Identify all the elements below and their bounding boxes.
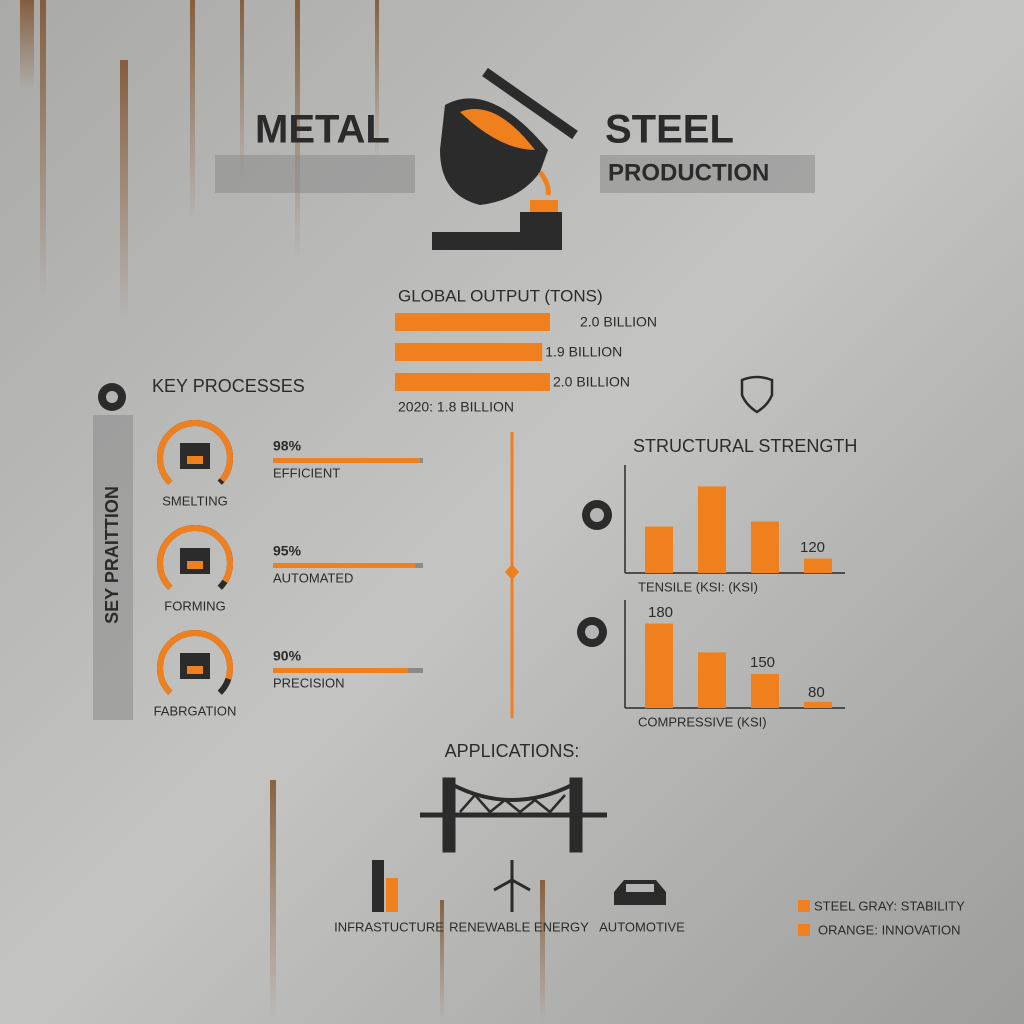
output-title: GLOBAL OUTPUT (TONS) xyxy=(398,286,603,305)
side-label: SEY PRAITTION xyxy=(102,486,122,624)
process-icon-accent xyxy=(187,666,203,674)
output-label: 2.0 BILLION xyxy=(553,374,630,390)
process-label: AUTOMATED xyxy=(273,570,353,585)
processes-title: KEY PROCESSES xyxy=(152,376,305,396)
divider-diamond xyxy=(505,564,519,580)
annotation: 80 xyxy=(808,684,825,701)
annotation: 120 xyxy=(800,539,825,556)
output-bar xyxy=(395,343,543,361)
process-label: EFFICIENT xyxy=(273,465,340,480)
side-band xyxy=(93,415,133,720)
progress-bar xyxy=(273,458,420,463)
title-right: STEEL xyxy=(605,108,734,152)
process-label: PRECISION xyxy=(273,675,345,690)
legend-label: STEEL GRAY: STABILITY xyxy=(814,898,965,913)
legend-swatch xyxy=(798,924,810,936)
application-label: AUTOMOTIVE xyxy=(599,919,685,934)
processes: SMELTING 98% EFFICIENT FORMING 95% AUTOMATED F… xyxy=(154,420,423,718)
subtitle-band xyxy=(600,155,815,193)
gauge-value xyxy=(157,420,233,485)
legend: STEEL GRAY: STABILITY ORANGE: INNOVATION xyxy=(798,898,965,937)
rust-streaks xyxy=(20,0,545,1020)
strength-title: STRUCTURAL STRENGTH xyxy=(633,436,857,456)
process-icon-accent xyxy=(187,456,203,464)
strength-charts: 120 TENSILE (KSI: (KSI) 180 150 80 COMPRESSIV… xyxy=(624,465,845,729)
strength-bar xyxy=(751,674,779,708)
process-icon-accent xyxy=(187,561,203,569)
x-axis-label: COMPRESSIVE (KSI) xyxy=(638,714,767,729)
process-percent: 95% xyxy=(273,543,302,559)
progress-bar xyxy=(273,563,416,568)
applications: INFRASTUCTURE RENEWABLE ENERGY AUTOMOTIVE xyxy=(334,919,685,934)
tensile-icon xyxy=(582,500,612,530)
strength-bar xyxy=(698,652,726,708)
output-chart: 2.0 BILLION 1.9 BILLION 2.0 BILLION xyxy=(395,313,657,391)
process-percent: 90% xyxy=(273,648,302,664)
gear-icon xyxy=(98,383,126,411)
legend-label: ORANGE: INNOVATION xyxy=(818,922,961,937)
bridge-icon xyxy=(420,777,607,853)
gauge-value xyxy=(157,525,233,590)
shield-icon xyxy=(740,375,774,414)
process-name: FORMING xyxy=(164,598,225,613)
progress-bar xyxy=(273,668,408,673)
annotation: 180 xyxy=(648,604,673,621)
output-note: 2020: 1.8 BILLION xyxy=(398,399,514,415)
gauge-value xyxy=(157,630,233,695)
output-label: 1.9 BILLION xyxy=(545,344,622,360)
turbine-icon xyxy=(493,860,531,912)
application-label: INFRASTUCTURE xyxy=(334,919,444,934)
applications-title: APPLICATIONS: xyxy=(445,741,580,761)
strength-bar xyxy=(804,701,832,708)
building-icon xyxy=(372,860,398,912)
process-percent: 98% xyxy=(273,438,302,454)
strength-bar xyxy=(645,623,673,708)
crucible-icon xyxy=(432,67,578,250)
application-label: RENEWABLE ENERGY xyxy=(449,919,589,934)
process-name: FABRGATION xyxy=(154,703,237,718)
process-name: SMELTING xyxy=(162,493,228,508)
strength-bar xyxy=(751,521,779,573)
subtitle: PRODUCTION xyxy=(608,159,769,186)
x-axis-label: TENSILE (KSI: (KSI) xyxy=(638,579,758,594)
output-bar xyxy=(395,313,550,331)
strength-bar xyxy=(804,558,832,573)
strength-bar xyxy=(645,526,673,573)
output-bar xyxy=(395,373,550,391)
car-icon xyxy=(614,880,666,905)
title-band xyxy=(215,155,415,193)
compressive-icon xyxy=(577,617,607,647)
output-label: 2.0 BILLION xyxy=(580,314,657,330)
annotation: 150 xyxy=(750,654,775,671)
title-left: METAL xyxy=(255,108,390,152)
strength-bar xyxy=(698,486,726,573)
legend-swatch xyxy=(798,900,810,912)
